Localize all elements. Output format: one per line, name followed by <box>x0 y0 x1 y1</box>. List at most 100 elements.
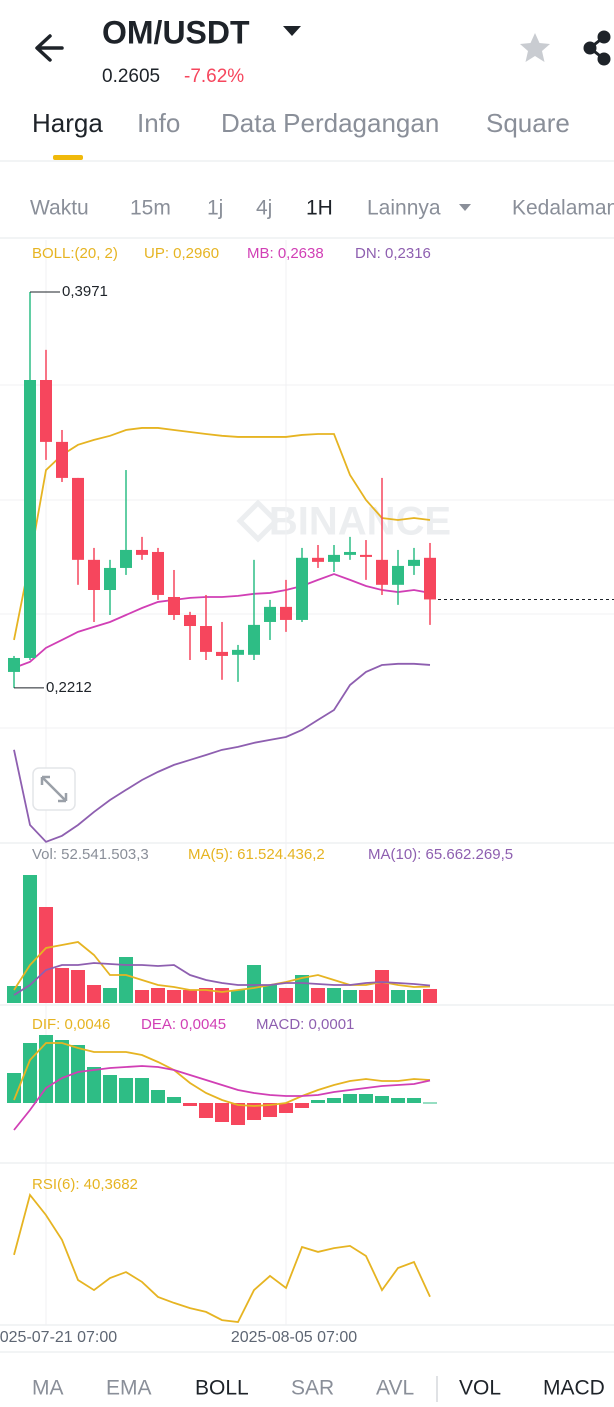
tab[interactable]: Square <box>486 108 570 138</box>
candle-body <box>424 557 436 600</box>
candle-body <box>72 477 84 560</box>
macd-bar <box>119 1078 133 1103</box>
volume-bar <box>71 970 85 1003</box>
indicator-tab[interactable]: VOL <box>459 1377 501 1400</box>
last-price: 0.2605 <box>102 66 160 87</box>
watermark: BINANCE <box>269 500 451 544</box>
macd-bar <box>87 1067 101 1103</box>
indicator-line <box>13 962 431 996</box>
interval[interactable]: 1j <box>207 197 223 220</box>
volume-bar <box>407 990 421 1003</box>
volume-bar <box>279 988 293 1003</box>
candle-body <box>56 441 68 478</box>
tab[interactable]: Data Perdagangan <box>221 108 439 138</box>
volume-bar <box>263 985 277 1003</box>
volume-bar <box>167 990 181 1003</box>
more-dropdown[interactable] <box>459 204 471 211</box>
interval[interactable]: Lainnya <box>367 197 441 220</box>
volume-bar <box>247 965 261 1003</box>
legend-entry: DN: 0,2316 <box>355 245 431 262</box>
volume-bar <box>295 975 309 1003</box>
volume-bar <box>391 990 405 1003</box>
interval[interactable]: 4j <box>256 197 272 220</box>
volume-bar <box>39 907 53 1003</box>
pair-dropdown[interactable] <box>283 26 301 36</box>
legend-entry: UP: 0,2960 <box>144 245 219 262</box>
legend-title: BOLL:(20, 2) <box>32 245 118 262</box>
legend-entry: DEA: 0,0045 <box>141 1016 226 1033</box>
macd-bar <box>279 1103 293 1113</box>
indicator-tab[interactable]: AVL <box>376 1377 414 1400</box>
favorite-star[interactable] <box>520 33 550 62</box>
indicator-line <box>13 662 431 843</box>
candle-body <box>216 651 228 656</box>
macd-bar <box>295 1103 309 1108</box>
candle-body <box>408 559 420 566</box>
candle-body <box>104 567 116 591</box>
macd-bar <box>167 1097 181 1103</box>
macd-bar <box>359 1094 373 1103</box>
indicator-tab[interactable]: EMA <box>106 1377 152 1400</box>
macd-bar <box>151 1090 165 1103</box>
legend-entry: MACD: 0,0001 <box>256 1016 354 1033</box>
candle-body <box>88 559 100 591</box>
candle-body <box>200 626 212 652</box>
volume-bar <box>343 990 357 1003</box>
macd-bar <box>263 1103 277 1117</box>
macd-bar <box>71 1045 85 1103</box>
volume-bar <box>375 970 389 1003</box>
candle-body <box>264 606 276 622</box>
macd-bar <box>407 1098 421 1103</box>
extreme-label: 0,3971 <box>62 283 108 300</box>
volume-bar <box>119 957 133 1003</box>
volume-bar <box>135 990 149 1003</box>
indicator-tab[interactable]: MA <box>32 1377 64 1400</box>
macd-bar <box>327 1098 341 1103</box>
indicator-line <box>13 1065 431 1131</box>
indicator-tab[interactable]: BOLL <box>195 1377 249 1400</box>
volume-bar <box>311 988 325 1003</box>
macd-bar <box>199 1103 213 1118</box>
macd-bar <box>103 1075 117 1103</box>
indicator-line <box>13 941 431 993</box>
volume-bar <box>199 988 213 1003</box>
interval[interactable]: 1H <box>306 197 333 220</box>
indicator-tab[interactable]: SAR <box>291 1377 334 1400</box>
pair-title[interactable]: OM/USDT <box>102 14 250 50</box>
macd-bar <box>391 1098 405 1103</box>
indicator-line <box>13 427 431 641</box>
share-button[interactable] <box>583 30 611 66</box>
x-tick-label: 2025-08-05 07:00 <box>231 1329 357 1346</box>
candle-body <box>168 596 180 615</box>
indicator-tab[interactable]: MACD <box>543 1377 605 1400</box>
volume-bar <box>423 988 437 1003</box>
price-change: -7.62% <box>184 66 244 87</box>
legend-entry: MA(5): 61.524.436,2 <box>188 846 325 863</box>
volume-bar <box>151 988 165 1003</box>
tab[interactable]: Info <box>137 108 180 138</box>
volume-bar <box>103 988 117 1003</box>
candle-body <box>344 551 356 555</box>
indicator-line <box>13 1042 431 1107</box>
macd-bar <box>23 1043 37 1103</box>
interval[interactable]: Waktu <box>30 197 89 220</box>
watermark-logo <box>236 499 280 543</box>
interval[interactable]: Kedalaman <box>512 197 614 220</box>
candle-body <box>248 624 260 655</box>
candle-body <box>24 380 36 658</box>
candle-body <box>120 549 132 568</box>
expand-button[interactable] <box>32 767 76 811</box>
macd-bar <box>183 1103 197 1106</box>
indicator-line <box>13 1192 431 1323</box>
tab[interactable]: Harga <box>32 108 103 138</box>
macd-bar <box>423 1102 437 1104</box>
volume-bar <box>87 985 101 1003</box>
back-button[interactable] <box>35 34 64 62</box>
interval[interactable]: 15m <box>130 197 171 220</box>
candle-body <box>360 554 372 557</box>
candle-body <box>312 557 324 562</box>
tab-indicator <box>53 155 83 160</box>
legend-title: Vol: 52.541.503,3 <box>32 846 149 863</box>
